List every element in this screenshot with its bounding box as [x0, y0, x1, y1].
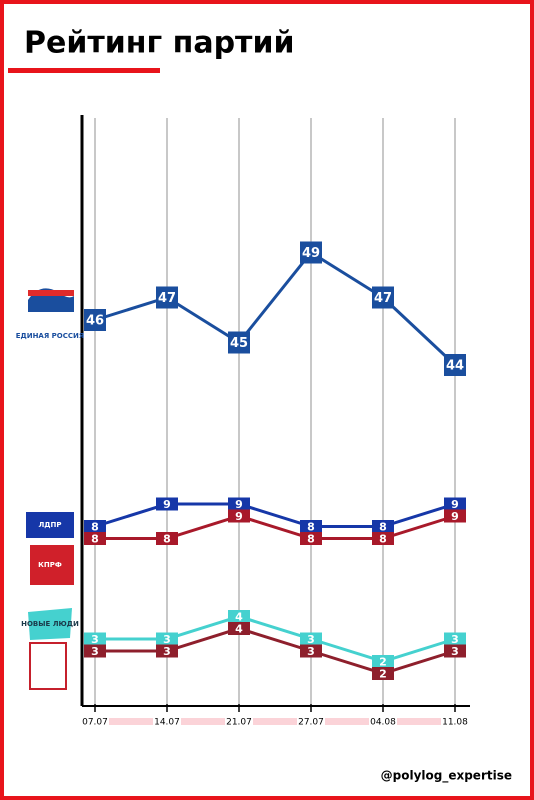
point-marker: [84, 644, 106, 658]
data-label: 49: [302, 246, 320, 261]
data-label: 9: [451, 510, 459, 523]
point-marker: [444, 354, 466, 376]
data-label: 46: [86, 314, 104, 329]
logo-shape: [26, 512, 74, 538]
data-label: 47: [158, 291, 176, 306]
point-marker: [444, 509, 466, 523]
title-underline: [8, 68, 160, 73]
data-label: 9: [235, 498, 243, 511]
date-separator: [325, 718, 369, 725]
point-marker: [156, 632, 178, 646]
party-logos: [26, 288, 74, 690]
x-tick-label: 04.08: [370, 718, 396, 728]
legend-label: ЕДИНАЯ РОССИЯ: [16, 332, 85, 340]
data-label: 2: [379, 656, 387, 669]
data-label: 3: [91, 633, 99, 646]
date-separator: [397, 718, 441, 725]
logo-shape: [28, 608, 72, 640]
x-tick-label: 21.07: [226, 718, 252, 728]
data-label: 8: [91, 533, 99, 546]
data-label: 9: [163, 498, 171, 511]
point-marker: [228, 622, 250, 635]
point-marker: [300, 241, 322, 264]
point-marker: [444, 632, 466, 646]
date-separator: [181, 718, 225, 725]
data-label: 45: [230, 336, 248, 351]
point-marker: [84, 309, 106, 331]
point-marker: [84, 532, 106, 545]
x-tick-label: 07.07: [82, 718, 108, 728]
point-marker: [228, 509, 250, 523]
data-label: 47: [374, 291, 392, 306]
point-marker: [300, 632, 322, 646]
series-line: [94, 250, 457, 367]
data-label: 8: [379, 521, 387, 534]
date-separator: [109, 718, 153, 725]
data-label: 8: [379, 533, 387, 546]
date-separator: [253, 718, 297, 725]
data-label: 3: [451, 633, 459, 646]
legend-label: ЛДПР: [38, 521, 61, 529]
chart-title: Рейтинг партий: [24, 26, 294, 61]
logo-shape: [28, 290, 74, 296]
logo-shape: [29, 642, 67, 690]
point-marker: [228, 610, 250, 623]
point-marker: [372, 532, 394, 545]
point-marker: [372, 520, 394, 533]
x-tick-label: 27.07: [298, 718, 324, 728]
data-label: 8: [307, 521, 315, 534]
point-marker: [300, 520, 322, 533]
point-marker: [372, 667, 394, 680]
x-tick-label: 11.08: [442, 718, 468, 728]
data-label: 8: [163, 533, 171, 546]
series-line: [95, 614, 456, 664]
data-label: 3: [451, 645, 459, 658]
point-marker: [156, 497, 178, 511]
x-tick-label: 14.07: [154, 718, 180, 728]
point-marker: [372, 286, 394, 309]
data-label: 3: [307, 633, 315, 646]
series-line: [94, 502, 456, 528]
point-marker: [228, 331, 250, 354]
data-label: 4: [235, 611, 243, 624]
data-label: 3: [163, 645, 171, 658]
data-label: 8: [91, 521, 99, 534]
point-marker: [228, 497, 250, 511]
logo-shape: [30, 545, 74, 585]
point-marker: [84, 632, 106, 646]
data-label: 3: [307, 645, 315, 658]
point-marker: [84, 520, 106, 533]
point-marker: [156, 644, 178, 658]
data-label: 9: [235, 510, 243, 523]
data-label: 3: [163, 633, 171, 646]
data-label: 2: [379, 668, 387, 681]
data-label: 44: [446, 359, 464, 374]
data-label: 9: [451, 498, 459, 511]
legend-label: НОВЫЕ ЛЮДИ: [21, 620, 79, 628]
series-line: [95, 514, 456, 540]
point-marker: [444, 644, 466, 658]
point-marker: [156, 286, 178, 309]
point-marker: [156, 532, 178, 545]
legend-label: КПРФ: [38, 561, 62, 569]
footer: @polylog_expertise: [381, 769, 512, 784]
point-marker: [300, 532, 322, 545]
legend-label: СР: [45, 662, 55, 670]
point-marker: [444, 497, 466, 511]
point-marker: [372, 655, 394, 668]
data-label: 3: [91, 645, 99, 658]
point-marker: [300, 644, 322, 658]
data-label: 8: [307, 533, 315, 546]
series-line: [95, 626, 456, 676]
data-label: 4: [235, 623, 243, 636]
